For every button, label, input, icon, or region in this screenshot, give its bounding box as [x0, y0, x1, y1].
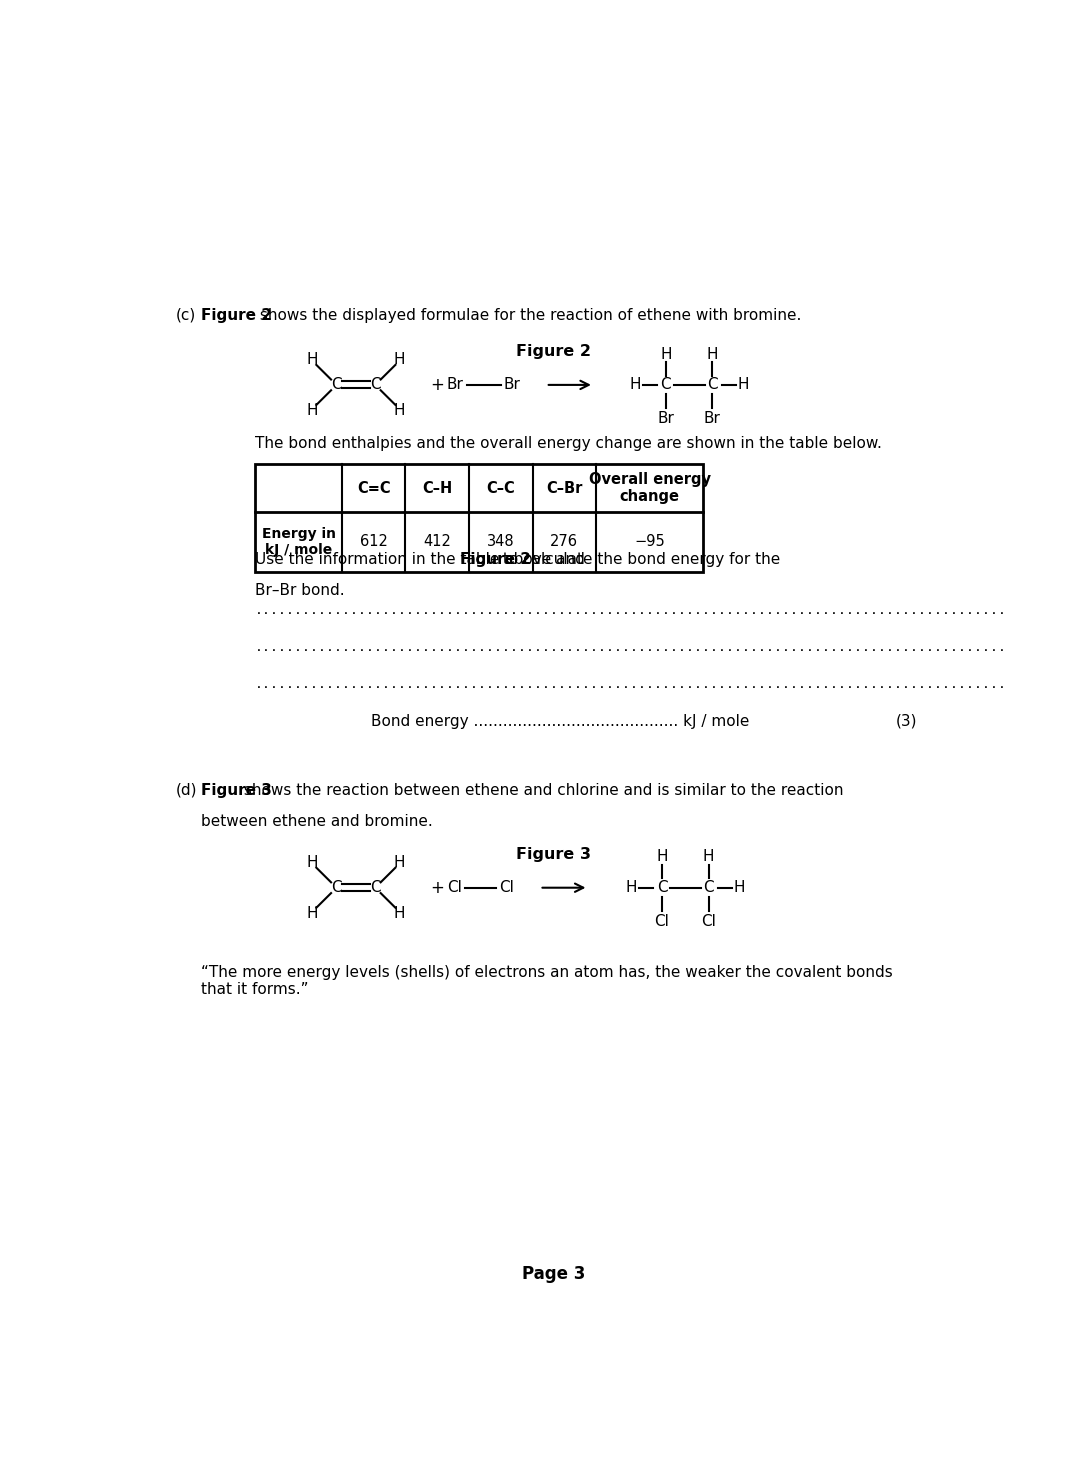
- Bar: [255, 465, 703, 572]
- Text: Figure 3: Figure 3: [516, 847, 591, 861]
- Text: H: H: [307, 855, 319, 870]
- Text: to calculate the bond energy for the: to calculate the bond energy for the: [498, 552, 781, 566]
- Text: H: H: [703, 850, 714, 864]
- Text: Br: Br: [447, 378, 463, 392]
- Text: H: H: [393, 855, 405, 870]
- Text: between ethene and bromine.: between ethene and bromine.: [201, 814, 433, 829]
- Text: H: H: [733, 881, 745, 895]
- Text: Cl: Cl: [447, 881, 462, 895]
- Text: C–Br: C–Br: [546, 481, 582, 496]
- Text: ................................................................................: ........................................…: [255, 678, 1008, 692]
- Text: Figure 2: Figure 2: [460, 552, 531, 566]
- Text: C: C: [707, 378, 718, 392]
- Text: +: +: [430, 376, 444, 394]
- Text: H: H: [630, 378, 640, 392]
- Text: ................................................................................: ........................................…: [255, 642, 1008, 655]
- Text: C–C: C–C: [486, 481, 515, 496]
- Text: H: H: [625, 881, 637, 895]
- Text: 412: 412: [423, 534, 451, 550]
- Text: H: H: [738, 378, 750, 392]
- Text: C=C: C=C: [356, 481, 391, 496]
- Text: H: H: [393, 906, 405, 920]
- Text: Cl: Cl: [701, 914, 716, 929]
- Text: H: H: [660, 347, 672, 361]
- Text: C: C: [370, 881, 380, 895]
- Text: ................................................................................: ........................................…: [255, 605, 1008, 618]
- Text: H: H: [706, 347, 718, 361]
- Text: Figure 2: Figure 2: [201, 308, 272, 323]
- Text: Br: Br: [504, 378, 521, 392]
- Text: Figure 2: Figure 2: [516, 344, 591, 358]
- Text: shows the reaction between ethene and chlorine and is similar to the reaction: shows the reaction between ethene and ch…: [239, 783, 843, 798]
- Text: Energy in
kJ / mole: Energy in kJ / mole: [261, 527, 336, 558]
- Text: H: H: [307, 353, 319, 367]
- Text: Bond energy .......................................... kJ / mole: Bond energy ............................…: [372, 714, 750, 729]
- Text: The bond enthalpies and the overall energy change are shown in the table below.: The bond enthalpies and the overall ener…: [255, 437, 882, 451]
- Text: H: H: [307, 403, 319, 417]
- Text: Cl: Cl: [499, 881, 514, 895]
- Text: Use the information in the table above and: Use the information in the table above a…: [255, 552, 590, 566]
- Text: H: H: [657, 850, 667, 864]
- Text: H: H: [307, 906, 319, 920]
- Text: −95: −95: [634, 534, 665, 550]
- Text: (d): (d): [175, 783, 197, 798]
- Text: Br: Br: [658, 412, 674, 426]
- Text: Page 3: Page 3: [522, 1266, 585, 1283]
- Text: +: +: [430, 879, 444, 897]
- Text: Br–Br bond.: Br–Br bond.: [255, 583, 345, 597]
- Text: shows the displayed formulae for the reaction of ethene with bromine.: shows the displayed formulae for the rea…: [255, 308, 801, 323]
- Text: 348: 348: [487, 534, 514, 550]
- Text: Br: Br: [704, 412, 720, 426]
- Text: 276: 276: [551, 534, 579, 550]
- Text: C: C: [370, 378, 380, 392]
- Text: Cl: Cl: [654, 914, 670, 929]
- Text: H: H: [393, 353, 405, 367]
- Text: C–H: C–H: [422, 481, 453, 496]
- Text: C: C: [661, 378, 671, 392]
- Text: C: C: [332, 881, 341, 895]
- Text: C: C: [703, 881, 714, 895]
- Text: Figure 3: Figure 3: [201, 783, 272, 798]
- Text: “The more energy levels (shells) of electrons an atom has, the weaker the covale: “The more energy levels (shells) of elec…: [201, 965, 893, 997]
- Text: (3): (3): [896, 714, 918, 729]
- Text: C: C: [332, 378, 341, 392]
- Text: H: H: [393, 403, 405, 417]
- Text: Overall energy
change: Overall energy change: [589, 472, 711, 504]
- Text: C: C: [657, 881, 667, 895]
- Text: (c): (c): [175, 308, 195, 323]
- Text: 612: 612: [360, 534, 388, 550]
